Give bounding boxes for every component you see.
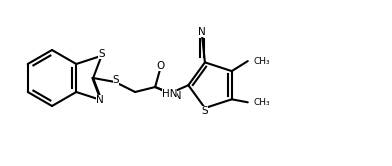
Text: N: N [198, 27, 206, 37]
Text: S: S [201, 106, 208, 116]
Text: HN: HN [166, 91, 182, 101]
Text: N: N [96, 95, 103, 105]
Text: S: S [98, 49, 105, 59]
Text: O: O [156, 61, 164, 71]
Text: HN: HN [162, 89, 177, 99]
Text: S: S [113, 75, 120, 85]
Text: CH₃: CH₃ [254, 98, 270, 107]
Text: CH₃: CH₃ [254, 57, 270, 66]
